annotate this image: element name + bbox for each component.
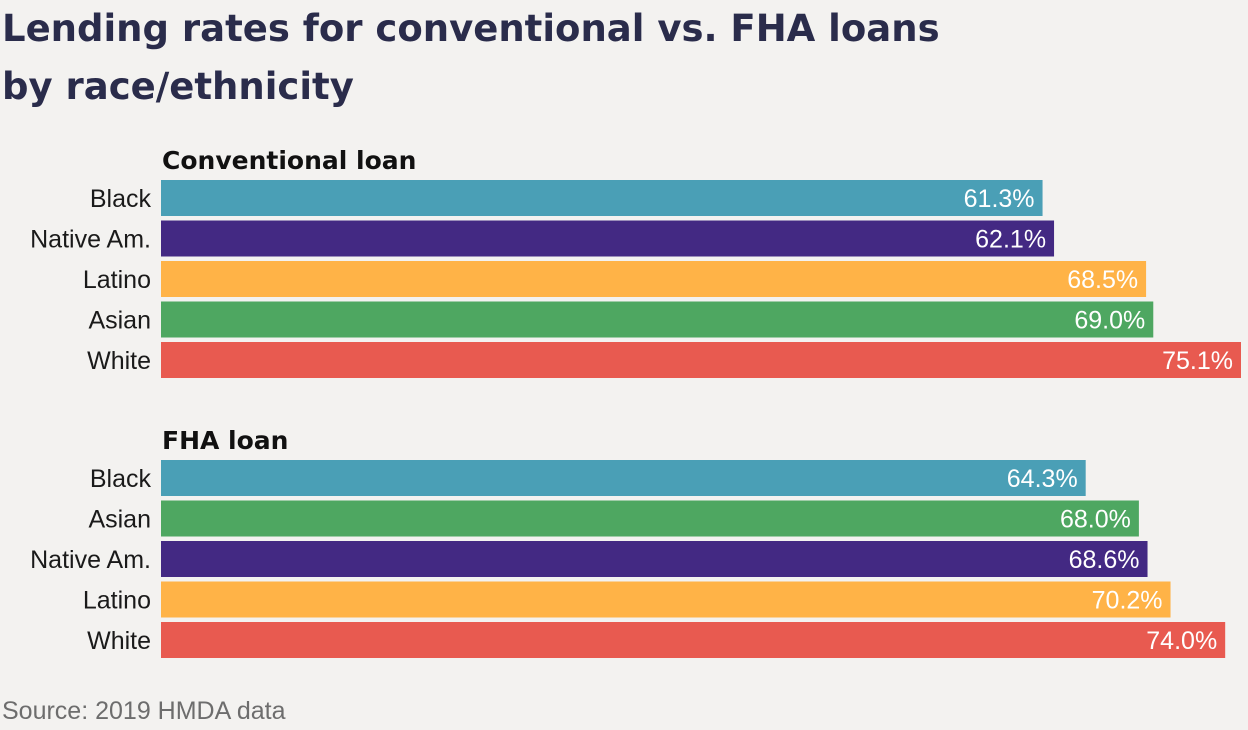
fha-category-label-native-am: Native Am. — [30, 546, 151, 574]
fha-panel-title: FHA loan — [162, 426, 288, 455]
conventional-value-label-black: 61.3% — [964, 185, 1035, 213]
conventional-category-label-black: Black — [90, 185, 152, 213]
bar-chart: Conventional loan Black 61.3% Native Am. 62.… — [30, 146, 1241, 658]
fha-bar-black — [161, 460, 1086, 496]
conventional-category-label-native-am: Native Am. — [30, 226, 151, 254]
chart-title-line-1: Lending rates for conventional vs. FHA l… — [2, 7, 940, 50]
fha-value-label-latino: 70.2% — [1092, 587, 1163, 615]
fha-value-label-native-am: 68.6% — [1069, 546, 1140, 574]
conventional-bar-native-am — [161, 220, 1055, 257]
fha-bar-latino — [161, 581, 1171, 618]
conventional-value-label-native-am: 62.1% — [975, 226, 1046, 254]
conventional-bar-asian — [161, 301, 1154, 338]
fha-category-label-latino: Latino — [83, 587, 151, 615]
chart-title: Lending rates for conventional vs. FHA l… — [2, 0, 1202, 116]
fha-bar-native-am — [161, 541, 1148, 577]
conventional-bar-white — [161, 342, 1241, 378]
fha-value-label-white: 74.0% — [1146, 627, 1217, 655]
fha-value-label-asian: 68.0% — [1060, 506, 1131, 534]
conventional-value-label-white: 75.1% — [1162, 347, 1233, 375]
chart-title-line-2: by race/ethnicity — [2, 65, 354, 108]
fha-bar-asian — [161, 500, 1139, 537]
fha-category-label-white: White — [87, 627, 151, 655]
conventional-category-label-white: White — [87, 347, 151, 375]
conventional-panel: Conventional loan Black 61.3% Native Am. 62.… — [30, 146, 1241, 378]
fha-category-label-asian: Asian — [88, 506, 151, 534]
conventional-panel-title: Conventional loan — [162, 146, 416, 175]
conventional-category-label-asian: Asian — [88, 307, 151, 335]
conventional-bar-black — [161, 180, 1043, 216]
source-note: Source: 2019 HMDA data — [2, 697, 286, 725]
conventional-category-label-latino: Latino — [83, 266, 151, 294]
fha-value-label-black: 64.3% — [1007, 465, 1078, 493]
fha-bar-white — [161, 622, 1226, 658]
fha-category-label-black: Black — [90, 465, 152, 493]
conventional-value-label-latino: 68.5% — [1067, 266, 1138, 294]
conventional-value-label-asian: 69.0% — [1074, 307, 1145, 335]
conventional-bar-latino — [161, 261, 1147, 297]
fha-panel: FHA loan Black 64.3% Asian 68.0% Native Am. 68… — [30, 426, 1226, 658]
